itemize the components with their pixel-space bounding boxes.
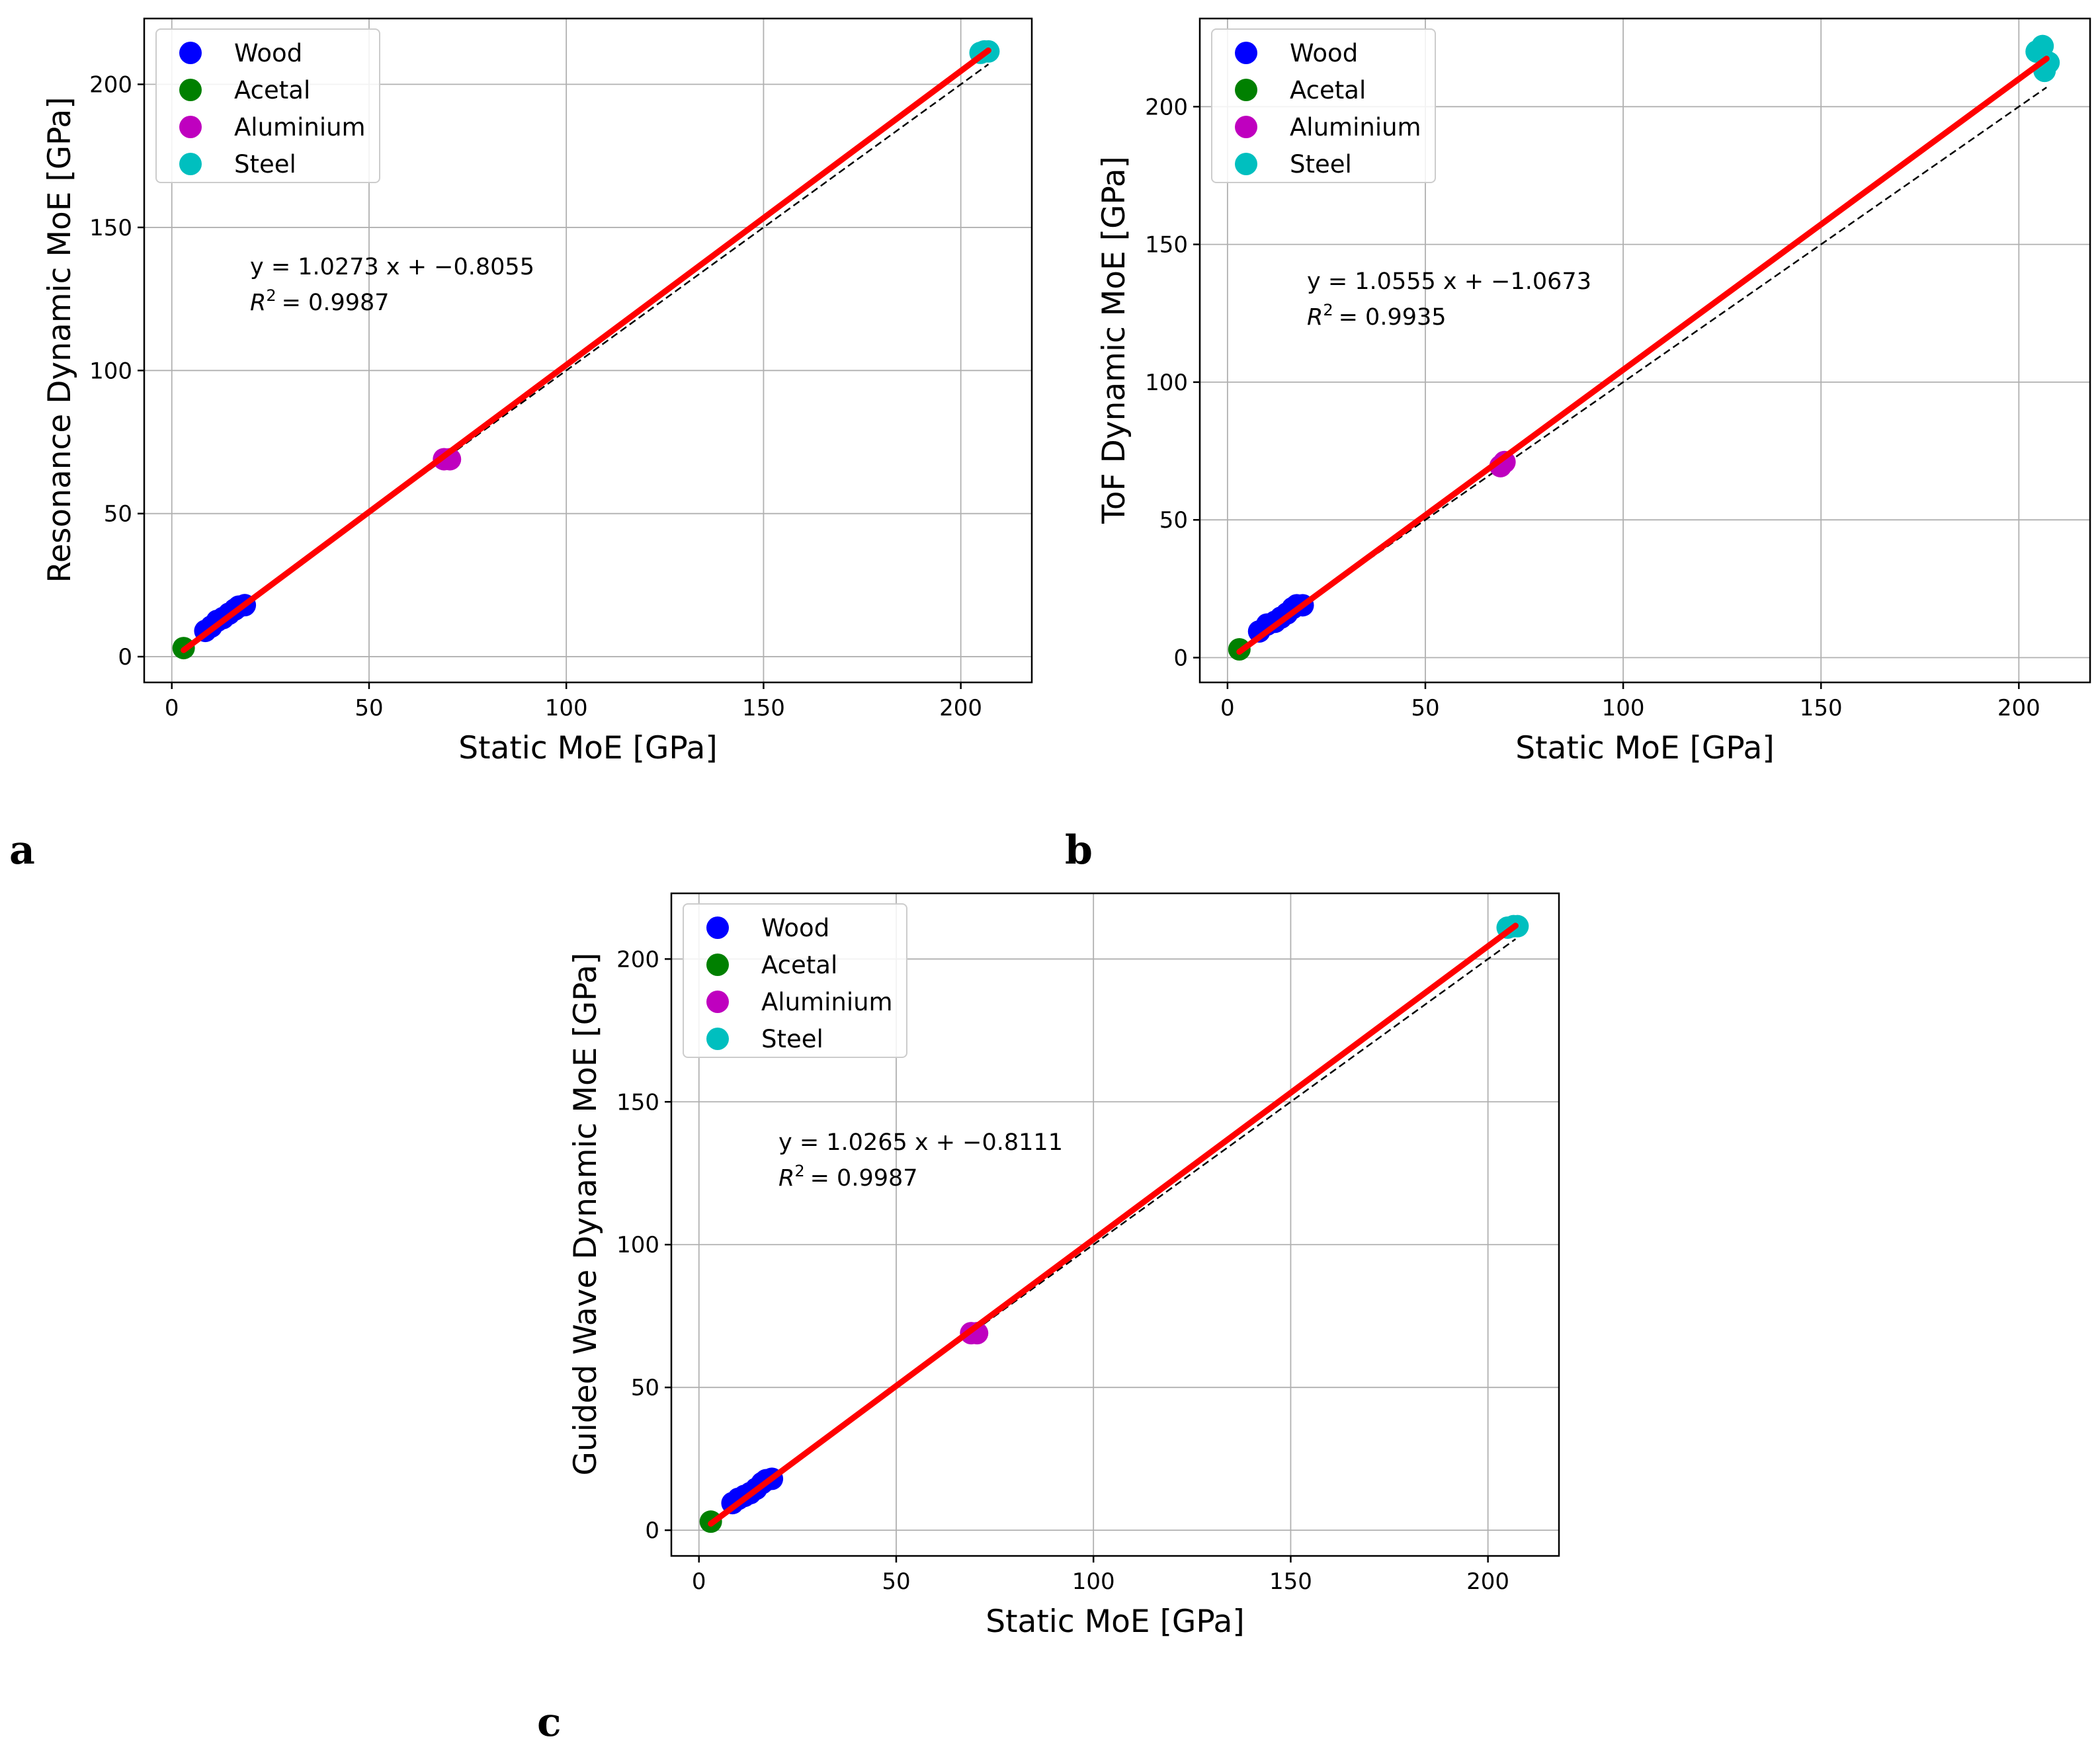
legend-label-wood: Wood	[761, 914, 829, 942]
y-tick-label: 0	[118, 644, 132, 671]
fit-line	[181, 47, 991, 653]
fit-equation: y = 1.0555 x + −1.0673	[1307, 268, 1591, 295]
y-tick-label: 100	[1145, 370, 1188, 396]
fit-line	[1236, 56, 2050, 655]
x-tick-label: 100	[1072, 1568, 1115, 1595]
legend-marker-wood	[706, 916, 729, 939]
x-tick-label: 100	[545, 695, 588, 721]
y-axis-label: Guided Wave Dynamic MoE [GPa]	[567, 952, 604, 1475]
identity-line	[183, 63, 989, 649]
legend-label-steel: Steel	[234, 150, 296, 179]
y-tick-label: 50	[104, 501, 132, 528]
legend-label-steel: Steel	[761, 1025, 823, 1053]
x-tick-label: 50	[1411, 695, 1439, 721]
chart-c-guided-wave: 0 50 100 150 200 0 50 100 150 200 Static MoE [GPa]…	[567, 892, 1560, 1640]
legend-marker-steel	[179, 153, 202, 175]
y-tick-label: 50	[1159, 507, 1188, 534]
legend-box	[683, 903, 907, 1058]
panel-label-a: a	[9, 827, 35, 874]
r-squared-value: = 0.9935	[1339, 304, 1447, 331]
legend-marker-aluminium	[179, 116, 202, 138]
point-steel	[2037, 51, 2060, 74]
fit-equation: y = 1.0265 x + −0.8111	[778, 1129, 1063, 1156]
legend-marker-wood	[179, 42, 202, 64]
fit-line	[708, 922, 1519, 1527]
legend-label-acetal: Acetal	[234, 76, 310, 104]
r-squared: R2 = 0.9987	[250, 286, 390, 316]
y-axis-label: ToF Dynamic MoE [GPa]	[1096, 156, 1132, 524]
y-tick-label: 200	[616, 946, 659, 973]
r-squared: R2 = 0.9987	[778, 1162, 918, 1192]
y-tick-label: 200	[1145, 94, 1188, 120]
r-squared-value: = 0.9987	[810, 1165, 918, 1192]
r-squared-value: = 0.9987	[282, 290, 390, 316]
x-axis-label: Static MoE [GPa]	[458, 730, 717, 766]
legend-marker-aluminium	[1235, 116, 1257, 138]
y-tick-label: 150	[616, 1089, 659, 1116]
legend-marker-acetal	[179, 79, 202, 101]
x-tick-label: 200	[939, 695, 982, 721]
legend-label-wood: Wood	[1290, 39, 1358, 67]
x-tick-label: 150	[1800, 695, 1843, 721]
y-tick-label: 0	[1173, 645, 1188, 672]
x-tick-label: 50	[882, 1568, 910, 1595]
r-squared: R2 = 0.9935	[1307, 301, 1447, 331]
legend-marker-aluminium	[706, 991, 729, 1013]
y-tick-label: 100	[616, 1232, 659, 1258]
identity-line	[710, 938, 1517, 1523]
legend-label-aluminium: Aluminium	[761, 988, 893, 1016]
x-tick-label: 0	[165, 695, 179, 721]
legend-marker-steel	[706, 1028, 729, 1050]
legend-label-acetal: Acetal	[1290, 76, 1366, 104]
chart-b-tof: 0 50 100 150 200 0 50 100 150 200 Static MoE [GPa]…	[1096, 17, 2091, 766]
legend-box	[155, 28, 380, 183]
legend-marker-steel	[1235, 153, 1257, 175]
x-tick-label: 50	[355, 695, 383, 721]
x-tick-label: 200	[1466, 1568, 1509, 1595]
legend-label-aluminium: Aluminium	[234, 113, 366, 142]
x-tick-label: 0	[1220, 695, 1235, 721]
legend-marker-wood	[1235, 42, 1257, 64]
legend-label-acetal: Acetal	[761, 951, 837, 979]
legend-label-steel: Steel	[1290, 150, 1352, 179]
legend-marker-acetal	[706, 954, 729, 976]
x-tick-label: 200	[1997, 695, 2040, 721]
y-tick-label: 150	[89, 215, 132, 241]
panel-label-c: c	[537, 1699, 562, 1746]
panel-label-b: b	[1065, 827, 1093, 874]
plot-frame	[670, 892, 1560, 1557]
y-axis-label: Resonance Dynamic MoE [GPa]	[42, 97, 78, 583]
legend-label-wood: Wood	[234, 39, 302, 67]
plot-frame	[1198, 17, 2091, 684]
chart-a-resonance: 0 50 100 150 200 0 50 100 150 200 Static MoE [GPa]…	[42, 17, 1033, 766]
x-tick-label: 0	[692, 1568, 706, 1595]
y-tick-label: 50	[631, 1375, 659, 1401]
y-tick-label: 150	[1145, 232, 1188, 259]
x-axis-label: Static MoE [GPa]	[1515, 730, 1774, 766]
x-tick-label: 100	[1602, 695, 1645, 721]
y-tick-label: 0	[645, 1518, 659, 1544]
x-tick-label: 150	[742, 695, 785, 721]
legend-label-aluminium: Aluminium	[1290, 113, 1421, 142]
x-axis-label: Static MoE [GPa]	[986, 1604, 1244, 1640]
x-tick-label: 150	[1269, 1568, 1312, 1595]
plot-frame	[143, 17, 1033, 684]
legend-marker-acetal	[1235, 79, 1257, 101]
fit-equation: y = 1.0273 x + −0.8055	[250, 254, 534, 280]
legend-box	[1211, 28, 1436, 183]
y-tick-label: 200	[89, 72, 132, 99]
y-tick-label: 100	[89, 358, 132, 384]
